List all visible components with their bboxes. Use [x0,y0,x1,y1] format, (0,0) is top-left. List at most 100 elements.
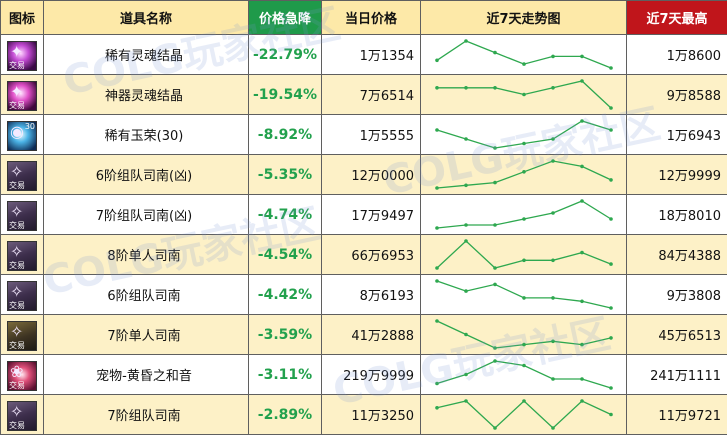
trend-point [580,165,584,169]
header-price: 当日价格 [322,1,421,35]
icon-cell: ✧交易 [1,275,44,315]
trend-sparkline [421,75,627,114]
current-price: 12万0000 [322,155,421,195]
trend-sparkline [421,35,627,74]
trend-point [464,39,468,43]
trade-tag: 交易 [9,101,25,110]
rune-compass-icon: ✧交易 [7,201,37,231]
icon-cell: ✦交易 [1,35,44,75]
purple-soul-crystal-icon: ✦交易 [7,41,37,71]
trend-point [522,343,526,347]
icon-glyph: ✧ [10,203,23,221]
icon-cell: ◉30 [1,115,44,155]
trade-tag: 交易 [9,221,25,230]
price-change: -2.89% [249,395,322,435]
item-name: 6阶组队司南 [44,275,249,315]
trend-point [580,377,584,381]
trend-point [609,178,613,182]
week-high-price: 1万6943 [627,115,727,155]
current-price: 7万6514 [322,75,421,115]
trend-point [493,181,497,185]
item-name: 稀有灵魂结晶 [44,35,249,75]
icon-glyph: ✧ [10,403,23,421]
trend-sparkline [421,235,627,274]
trend-line [437,241,611,268]
trend-point [609,306,613,310]
trend-point [435,319,439,323]
trend-point [493,346,497,350]
trend-point [551,377,555,381]
trend-cell [421,35,627,75]
trend-cell [421,315,627,355]
trend-point [551,296,555,300]
trend-point [464,137,468,141]
trend-point [580,251,584,255]
trend-point [464,86,468,90]
trend-point [493,223,497,227]
trend-point [435,279,439,283]
trend-point [609,66,613,70]
item-name: 8阶单人司南 [44,235,249,275]
trend-point [435,406,439,410]
icon-cell: ✦交易 [1,75,44,115]
trend-point [522,170,526,174]
trend-point [522,364,526,368]
trend-point [522,62,526,66]
icon-cell: ✧交易 [1,315,44,355]
price-change: -3.59% [249,315,322,355]
blue-jade-icon: ◉30 [7,121,37,151]
trend-point [522,217,526,221]
trend-cell [421,115,627,155]
price-change: -4.42% [249,275,322,315]
trade-tag: 交易 [9,341,25,350]
trend-point [551,159,555,163]
current-price: 17万9497 [322,195,421,235]
price-change: -22.79% [249,35,322,75]
trend-cell [421,75,627,115]
icon-glyph: ✦ [10,43,23,61]
trend-line [437,401,611,428]
item-name: 宠物-黄昏之和音 [44,355,249,395]
header-trend: 近7天走势图 [421,1,627,35]
trend-point [435,128,439,132]
trend-point [435,59,439,63]
price-change: -3.11% [249,355,322,395]
trend-point [551,340,555,344]
trend-point [551,259,555,263]
item-name: 7阶单人司南 [44,315,249,355]
trend-point [464,184,468,188]
item-name: 6阶组队司南(凶) [44,155,249,195]
icon-glyph: ✦ [10,83,23,101]
header-high: 近7天最高 [627,1,727,35]
trend-point [493,359,497,363]
trend-point [493,146,497,150]
trend-sparkline [421,275,627,314]
trend-point [551,86,555,90]
week-high-price: 12万9999 [627,155,727,195]
trend-cell [421,235,627,275]
week-high-price: 84万4388 [627,235,727,275]
icon-glyph: ✧ [10,163,23,181]
trend-point [435,186,439,190]
week-high-price: 18万8010 [627,195,727,235]
trend-cell [421,195,627,235]
rune-compass-icon: ✧交易 [7,281,37,311]
trend-point [580,119,584,123]
trend-point [551,137,555,141]
trend-cell [421,395,627,435]
current-price: 1万5555 [322,115,421,155]
item-name: 7阶组队司南 [44,395,249,435]
current-price: 8万6193 [322,275,421,315]
price-change: -19.54% [249,75,322,115]
price-change: -4.54% [249,235,322,275]
item-name: 7阶组队司南(凶) [44,195,249,235]
trend-line [437,161,611,188]
